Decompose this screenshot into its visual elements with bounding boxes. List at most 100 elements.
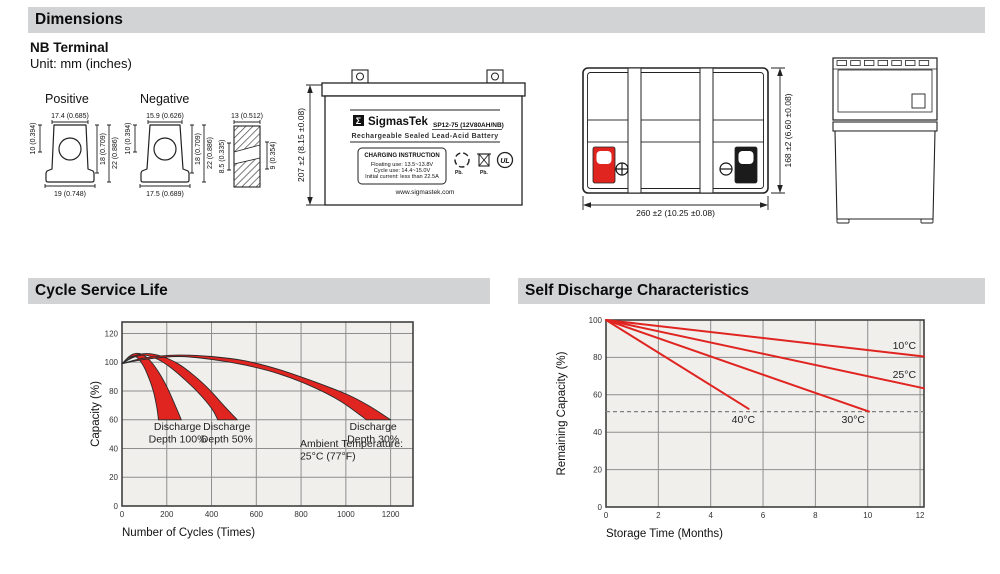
svg-text:Discharge: Discharge xyxy=(350,421,397,433)
section-header-cycle-service-life: Cycle Service Life xyxy=(28,278,490,304)
svg-text:40°C: 40°C xyxy=(732,414,756,426)
nb-terminal-heading: NB Terminal xyxy=(30,40,109,55)
svg-text:Number of Cycles (Times): Number of Cycles (Times) xyxy=(122,527,255,539)
terminal-post-hole xyxy=(491,72,499,81)
battery-perspective-view xyxy=(832,57,938,224)
dim-negative-base: 17.5 (0.689) xyxy=(146,191,184,198)
dim-bracket xyxy=(227,142,231,171)
svg-text:60: 60 xyxy=(109,416,118,425)
tray-inner xyxy=(837,69,933,113)
dim-battery-width: 260 ±2 (10.25 ±0.08) xyxy=(636,208,715,218)
dim-bracket xyxy=(202,124,206,183)
negative-terminal-hole xyxy=(153,137,177,161)
self-discharge-chart: 0 2 4 6 8 10 12 0 20 40 60 80 100 Storage Time (Month… xyxy=(556,316,925,540)
battery-lid xyxy=(321,82,526,97)
terminal-post-hole xyxy=(356,72,364,81)
sigmastek-logo-icon xyxy=(353,115,364,126)
cycle-service-life-chart: 0 200 400 600 800 1000 1200 0 20 40 60 80 100 120 Numb… xyxy=(90,321,414,539)
dim-bracket xyxy=(44,184,96,188)
minus-symbol-icon xyxy=(719,162,733,176)
svg-text:1200: 1200 xyxy=(382,510,400,519)
svg-text:Storage Time (Months): Storage Time (Months) xyxy=(606,528,723,540)
dim-negative-height-inner: 18 (0.709) xyxy=(195,133,202,165)
dim-bracket xyxy=(265,141,269,170)
battery-type-line: Rechargeable Sealed Lead-Acid Battery xyxy=(351,133,498,140)
handle-strap-left xyxy=(627,67,642,194)
dim-positive-height-inner: 18 (0.709) xyxy=(100,133,107,165)
svg-text:25°C (77°F): 25°C (77°F) xyxy=(300,451,356,463)
dim-positive-side: 10 (0.394) xyxy=(30,123,37,155)
lid-tray-outline xyxy=(832,57,938,121)
dim-line xyxy=(582,196,769,210)
battery-front-view: 207 ±2 (8.15 ±0.08) Σ SigmasTek SP12-75 … xyxy=(296,69,526,206)
svg-text:Ambient Temperature:: Ambient Temperature: xyxy=(300,438,403,450)
dim-bracket xyxy=(95,124,99,174)
positive-terminal-hole xyxy=(58,137,82,161)
dim-line xyxy=(771,67,785,194)
charging-instruction-box xyxy=(357,147,447,185)
svg-text:Discharge: Discharge xyxy=(154,421,201,433)
arrow-down xyxy=(307,197,313,205)
svg-text:1000: 1000 xyxy=(337,510,355,519)
section-header-self-discharge: Self Discharge Characteristics xyxy=(518,278,985,304)
svg-text:2: 2 xyxy=(656,511,661,520)
terminal-dimension-drawings: Positive 17.4 (0.685) 10 (0.394) 18 (0.7… xyxy=(30,92,277,198)
dim-negative-side: 10 (0.394) xyxy=(125,123,132,155)
svg-text:800: 800 xyxy=(294,510,308,519)
divider-band xyxy=(832,121,938,132)
brand-name: SigmasTek xyxy=(368,116,428,128)
dim-bracket xyxy=(233,120,261,124)
svg-text:25°C: 25°C xyxy=(893,369,917,381)
svg-text:Depth 50%: Depth 50% xyxy=(201,433,253,445)
svg-text:200: 200 xyxy=(160,510,174,519)
foot-left xyxy=(836,218,850,224)
dim-bracket xyxy=(133,124,137,153)
svg-text:0: 0 xyxy=(604,511,609,520)
svg-text:10: 10 xyxy=(863,511,872,520)
svg-text:40: 40 xyxy=(593,428,602,437)
svg-text:80: 80 xyxy=(593,353,602,362)
svg-text:8: 8 xyxy=(813,511,818,520)
recycle-pb-icon xyxy=(454,152,470,168)
dim-bracket xyxy=(51,120,89,124)
website: www.sigmastek.com xyxy=(395,189,455,196)
svg-text:40: 40 xyxy=(109,444,118,453)
plus-symbol-icon xyxy=(615,162,629,176)
dim-section-width: 13 (0.512) xyxy=(231,113,263,120)
svg-text:100: 100 xyxy=(105,358,119,367)
dimensions-title: Dimensions xyxy=(35,11,123,28)
svg-text:10°C: 10°C xyxy=(893,340,917,352)
charging-line-3: Initial current: less than 22.5A xyxy=(365,174,439,180)
dim-bracket xyxy=(107,124,111,183)
foot-right xyxy=(920,218,934,224)
svg-text:80: 80 xyxy=(109,387,118,396)
handle-strap-right xyxy=(699,67,714,194)
positive-terminal-label: Positive xyxy=(45,92,89,106)
cycle-title: Cycle Service Life xyxy=(35,282,168,299)
recycle-pb-caption: Pb. xyxy=(455,170,463,176)
vent-caps xyxy=(836,60,930,66)
arrow-down xyxy=(777,185,783,193)
svg-text:Discharge: Discharge xyxy=(203,421,250,433)
svg-text:100: 100 xyxy=(589,316,603,325)
negative-terminal-cap xyxy=(738,151,754,164)
dim-positive-height-outer: 22 (0.886) xyxy=(112,137,119,169)
positive-terminal-cap xyxy=(596,151,612,164)
dim-battery-height: 207 ±2 (8.15 ±0.08) xyxy=(296,108,306,182)
arrow-right xyxy=(760,202,768,208)
charging-title: CHARGING INSTRUCTION xyxy=(364,153,439,159)
svg-text:120: 120 xyxy=(105,329,119,338)
self-discharge-title: Self Discharge Characteristics xyxy=(525,282,749,299)
arrow-left xyxy=(583,202,591,208)
svg-text:Capacity (%): Capacity (%) xyxy=(90,381,102,447)
svg-text:Depth 30%: Depth 30% xyxy=(347,433,399,445)
unit-note: Unit: mm (inches) xyxy=(30,56,132,71)
charging-line-1: Floating use: 13.5~13.8V xyxy=(371,162,434,168)
dim-bracket xyxy=(38,124,42,153)
dim-section-right: 9 (0.354) xyxy=(270,141,277,169)
svg-text:20: 20 xyxy=(593,465,602,474)
svg-text:400: 400 xyxy=(205,510,219,519)
battery-top-view: 260 ±2 (10.25 ±0.08) 168 ±2 (6.60 ±0.08) xyxy=(582,67,793,218)
charging-line-2: Cycle use: 14.4~15.0V xyxy=(374,168,431,174)
section-header-dimensions: Dimensions xyxy=(28,7,985,33)
